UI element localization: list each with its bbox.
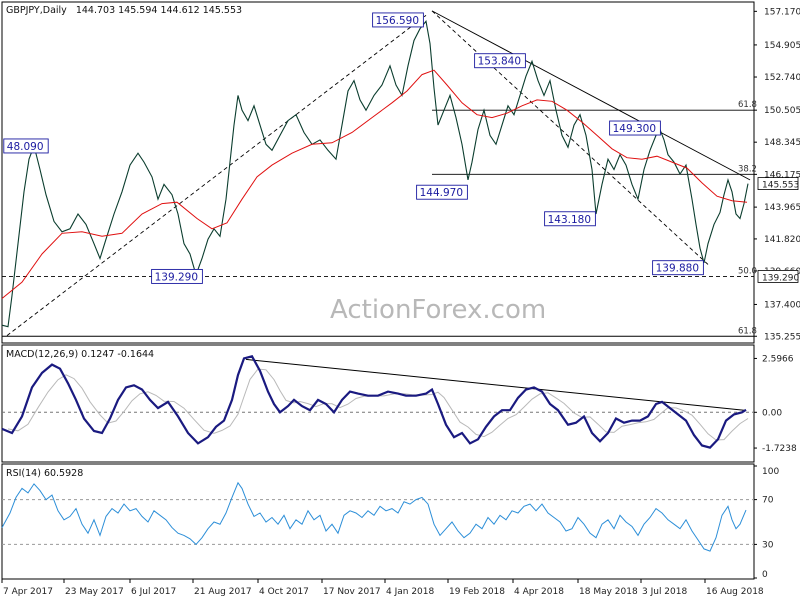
macd-line [1, 355, 747, 449]
price-y-tick-label: 157.170 [764, 7, 800, 17]
symbol-label: GBPJPY,Daily [6, 5, 67, 16]
price-y-tick-label: 137.400 [764, 300, 800, 310]
price-callout-box [416, 184, 468, 200]
macd-signal-line [7, 368, 749, 441]
rsi-title: RSI(14) 60.5928 [6, 468, 83, 479]
price-y-tick-label: 152.740 [764, 73, 800, 83]
x-tick-label: 3 Jul 2018 [642, 587, 687, 597]
rsi-y-tick-label: 30 [762, 540, 774, 550]
price-y-tick-label: 143.965 [764, 203, 800, 213]
x-tick-label: 6 Jul 2017 [131, 587, 176, 597]
rsi-y-tick-label: 0 [762, 570, 768, 580]
macd-panel: 2.5966 0.00 -1.7238 MACD(12,26,9) 0.1247 -… [1, 349, 797, 454]
watermark: ActionForex.com [330, 295, 546, 325]
x-tick-label: 4 Oct 2017 [259, 587, 309, 597]
macd-y-tick-label: 2.5966 [762, 354, 794, 364]
x-tick-label: 7 Apr 2017 [3, 587, 53, 597]
price-callout-box [372, 12, 424, 28]
fib-level-label: 50.0 [738, 266, 757, 276]
price-callout-box [609, 120, 661, 136]
price-callout-label: 149.300 [613, 123, 656, 135]
macd-y-tick-label: -1.7238 [762, 444, 797, 454]
price-callout-label: 153.840 [478, 56, 521, 68]
macd-y-tick-label: 0.00 [762, 408, 782, 418]
rsi-y-tick-label: 100 [762, 467, 779, 477]
price-callout-box [3, 138, 49, 154]
price-callout-box [652, 260, 704, 276]
x-tick-label: 21 Aug 2017 [194, 587, 252, 597]
last-price-label: 145.553 [762, 181, 799, 191]
price-panel: 61.8 38.2 50.0 61.8 156.590 153.840 149.300 48… [1, 5, 800, 342]
x-tick-label: 4 Jan 2018 [386, 587, 434, 597]
fib-level-label: 61.8 [738, 100, 757, 110]
x-tick-label: 17 Nov 2017 [323, 587, 381, 597]
rsi-y-tick-label: 70 [762, 496, 774, 506]
support-price-box [757, 270, 799, 283]
price-y-tick-label: 150.505 [764, 106, 800, 116]
price-callout-box [151, 268, 203, 284]
price-callout-label: 48.090 [7, 141, 44, 153]
price-y-tick-label: 148.345 [764, 138, 800, 148]
x-tick-label: 16 Aug 2018 [706, 587, 764, 597]
price-series [1, 20, 749, 328]
price-callout-box [544, 211, 596, 227]
x-tick-label: 4 Apr 2018 [514, 587, 564, 597]
rsi-panel-frame [1, 463, 755, 580]
trendline [6, 14, 427, 336]
price-callout-label: 139.290 [155, 271, 198, 283]
price-y-tick-label: 146.175 [764, 170, 800, 180]
price-callout-label: 143.180 [548, 214, 591, 226]
price-callout-label: 139.880 [656, 263, 699, 275]
price-panel-frame [1, 1, 755, 344]
x-tick-label: 23 May 2017 [65, 587, 124, 597]
price-y-tick-label: 135.255 [764, 332, 800, 342]
support-price-label: 139.290 [762, 273, 799, 283]
last-price-box [757, 177, 799, 190]
trendline [431, 10, 751, 181]
rsi-panel: 100 70 30 0 RSI(14) 60.5928 [1, 465, 779, 580]
price-callout-label: 156.590 [376, 15, 419, 27]
price-panel-title: GBPJPY,Daily 144.703 145.594 144.612 145… [6, 5, 242, 16]
price-callout-box [474, 53, 526, 69]
price-callout-label: 144.970 [420, 187, 463, 199]
macd-panel-frame [1, 344, 755, 463]
x-tick-label: 19 Feb 2018 [449, 587, 505, 597]
macd-title: MACD(12,26,9) 0.1247 -0.1644 [6, 349, 154, 360]
ohlc-label: 144.703 145.594 144.612 145.553 [76, 5, 242, 16]
rsi-line [1, 481, 747, 552]
fib-level-label: 38.2 [738, 164, 757, 174]
fib-level-label: 61.8 [738, 326, 757, 336]
price-y-tick-label: 141.820 [764, 235, 800, 245]
moving-average-line [1, 69, 748, 299]
price-y-tick-label: 154.905 [764, 41, 800, 51]
x-tick-label: 18 May 2018 [579, 587, 638, 597]
